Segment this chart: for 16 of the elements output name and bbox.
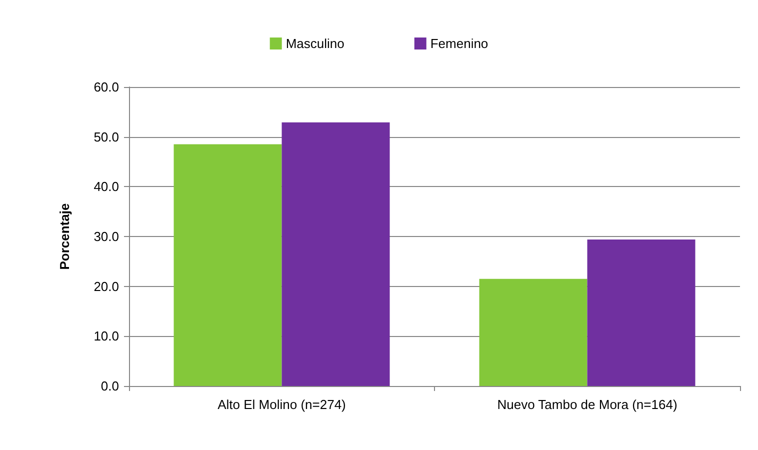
bar [282,122,390,386]
y-tick-label: 30.0 [94,229,119,244]
bar [174,144,282,386]
y-tick-label: 40.0 [94,179,119,194]
y-axis-title: Porcentaje [57,203,72,270]
y-tick-label: 50.0 [94,129,119,144]
y-tick-label: 60.0 [94,80,119,94]
bar [587,239,696,386]
legend-label: Femenino [430,36,488,51]
y-tick-label: 0.0 [100,378,119,394]
y-tick-label: 10.0 [94,328,119,344]
x-tick-label: Nuevo Tambo de Mora (n=164) [497,397,678,412]
x-tick-label: Alto El Molino (n=274) [218,397,346,412]
y-tick-label: 20.0 [94,278,119,294]
bar [479,278,588,386]
legend-label: Masculino [286,36,344,51]
